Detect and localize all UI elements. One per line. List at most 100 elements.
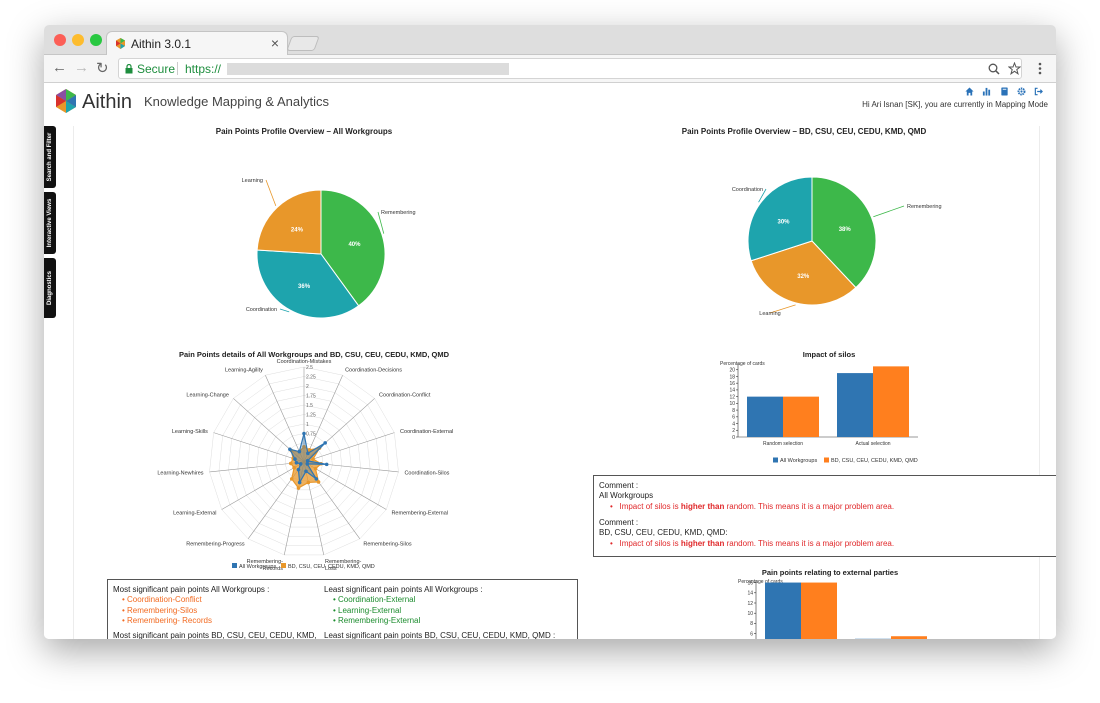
y-tick-label: 12	[747, 601, 753, 607]
radar-point	[305, 462, 310, 466]
y-tick-label: 8	[732, 408, 735, 414]
bar	[801, 582, 837, 639]
radar-axis	[303, 375, 343, 463]
comment-group-label: BD, CSU, CEU, CEDU, KMD, QMD:	[599, 528, 728, 537]
url-input[interactable]: Secure https://	[118, 58, 1022, 79]
radar-point	[314, 477, 319, 481]
pie-leader-line	[377, 211, 385, 234]
y-tick-label: 14	[747, 591, 753, 597]
radar-axis	[265, 375, 305, 463]
radar-axis-label: Learning-Agility	[225, 368, 263, 374]
bar-chart-icon[interactable]	[982, 87, 991, 96]
comment-heading: Comment :	[599, 518, 639, 527]
y-tick-label: 18	[729, 374, 735, 380]
radar-axis-label: Remembering-Silos	[363, 542, 412, 548]
menu-icon[interactable]	[1038, 62, 1042, 75]
y-tick-label: 12	[729, 394, 735, 400]
sidebar-tab-search-and-filter[interactable]: Search and Filter	[44, 126, 56, 188]
pie-value-label: 38%	[839, 227, 852, 233]
pie-value-label: 40%	[348, 242, 361, 248]
radar-axis-label: Remembering-External	[391, 511, 448, 517]
legend-swatch	[824, 457, 829, 463]
radar-grid-ring	[256, 414, 352, 509]
radar-grid-ring	[218, 376, 390, 546]
pie-slice	[747, 176, 813, 262]
comment-line: • Impact of silos is higher than random.…	[610, 502, 895, 511]
sidebar-tab-label: Diagnostics	[47, 270, 53, 306]
browser-window: Aithin 3.0.1 × ← → ↻ Secure https://	[44, 25, 1056, 639]
pie-leader-line	[873, 205, 905, 218]
url-text: https://	[185, 62, 222, 76]
back-icon[interactable]: ←	[52, 59, 67, 76]
bookmark-star-icon[interactable]	[1008, 62, 1021, 75]
radar-point	[305, 459, 310, 463]
radar-axis-label: Remembering-	[325, 559, 362, 565]
most-significant-item: • Coordination-Conflict	[122, 595, 202, 604]
home-icon[interactable]	[965, 87, 974, 96]
radar-point	[304, 469, 308, 474]
external-parties-chart: Pain points relating to external parties…	[738, 568, 927, 639]
y-tick-label: 8	[750, 621, 753, 627]
radar-axis-label: Remembering-	[247, 559, 284, 565]
sidebar-tab-diagnostics[interactable]: Diagnostics	[44, 258, 56, 318]
radar-point	[323, 441, 327, 445]
radar-point	[297, 480, 302, 485]
pie-slice-label: Remembering	[381, 210, 416, 216]
radar-axis	[221, 461, 305, 510]
browser-tab[interactable]: Aithin 3.0.1 ×	[106, 31, 288, 56]
logout-icon[interactable]	[1034, 87, 1043, 96]
book-icon[interactable]	[1000, 87, 1009, 96]
sidebar-tab-label: Interactive Views	[47, 198, 53, 248]
tab-title: Aithin 3.0.1	[131, 37, 192, 51]
minimize-window-button[interactable]	[72, 34, 84, 46]
radar-axis	[213, 432, 305, 463]
radar-point	[307, 448, 312, 452]
pie-slice-label: Coordination	[732, 187, 763, 193]
y-tick-label: 4	[732, 421, 735, 427]
radar-axis-label: Loss	[325, 566, 337, 572]
radar-axis-label: Records	[263, 566, 284, 572]
pie-slice	[256, 189, 322, 255]
y-tick-label: 6	[750, 631, 753, 637]
radar-axis	[303, 432, 395, 463]
bar	[783, 396, 819, 437]
radar-axis-label: Remembering-Progress	[186, 542, 245, 548]
legend-swatch	[773, 457, 778, 463]
radar-axis-label: Coordination-External	[400, 429, 453, 435]
maximize-window-button[interactable]	[90, 34, 102, 46]
least-significant-item: • Remembering-External	[333, 616, 421, 625]
radar-tick-label: 1.75	[306, 394, 316, 400]
zoom-icon[interactable]	[988, 63, 1000, 75]
radar-axis-label: Coordination-Silos	[404, 471, 449, 477]
close-window-button[interactable]	[54, 34, 66, 46]
y-tick-label: 20	[729, 368, 735, 374]
y-tick-label: 10	[729, 401, 735, 407]
tab-close-icon[interactable]: ×	[270, 35, 279, 51]
pie-leader-line	[279, 308, 290, 313]
radar-point	[311, 457, 315, 461]
radar-point	[306, 451, 310, 456]
pie-slice	[811, 176, 877, 289]
radar-axis-label: Learning-External	[173, 511, 216, 517]
pie-leader-line	[758, 188, 767, 203]
radar-point	[292, 465, 296, 470]
radar-grid-ring	[209, 366, 399, 556]
bar-chart-title: Pain points relating to external parties	[762, 568, 898, 577]
new-tab-button[interactable]	[286, 36, 320, 51]
comment-heading: Comment :	[599, 481, 639, 490]
y-tick-label: 6	[732, 415, 735, 421]
radar-point	[302, 445, 306, 449]
y-tick-label: 2	[732, 428, 735, 434]
pie-slice-label: Coordination	[246, 307, 277, 313]
most-significant-item: • Remembering-Silos	[122, 605, 198, 615]
radar-point	[288, 447, 292, 452]
sidebar-tab-interactive-views[interactable]: Interactive Views	[44, 192, 56, 254]
radar-tick-label: 2.5	[306, 365, 313, 371]
y-tick-label: 16	[729, 381, 735, 387]
favicon-icon	[116, 38, 125, 49]
gear-icon[interactable]	[1017, 87, 1026, 96]
reload-icon[interactable]: ↻	[96, 60, 109, 77]
x-category-label: Actual selection	[855, 441, 890, 447]
forward-icon[interactable]: →	[74, 59, 89, 76]
